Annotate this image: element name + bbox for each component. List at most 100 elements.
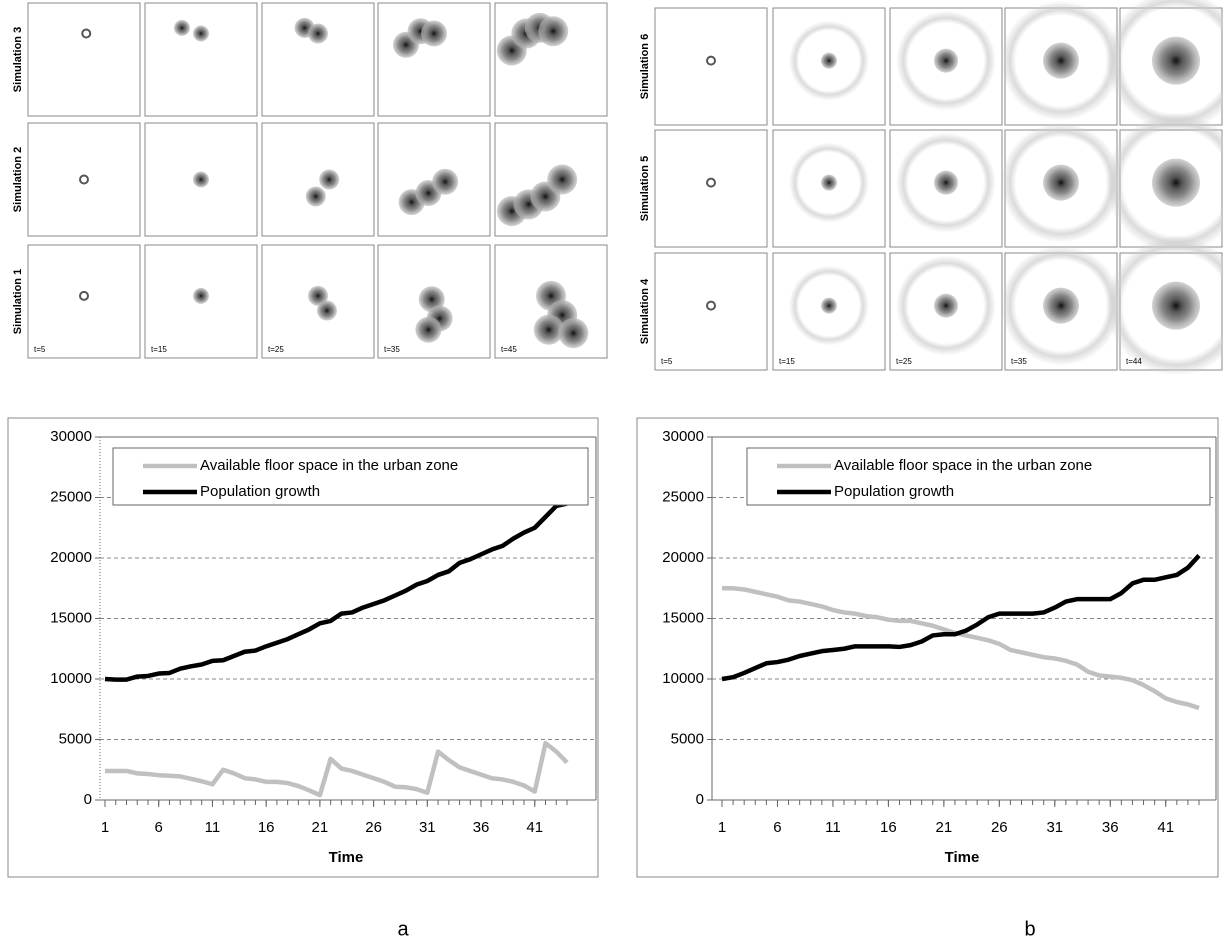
row-label: Simulation 6: [639, 34, 651, 99]
y-tick-label: 15000: [50, 609, 92, 626]
y-tick-label: 10000: [662, 670, 704, 687]
row-label: Simulation 1: [12, 269, 24, 334]
simulation-frame: [27, 2, 141, 117]
x-tick-label: 6: [773, 819, 781, 836]
urban-blob: [421, 20, 447, 47]
urban-blob: [193, 287, 209, 304]
urban-blob: [193, 25, 209, 42]
urban-blob: [316, 300, 337, 321]
urban-blob: [558, 318, 589, 349]
time-label: t=5: [661, 357, 673, 366]
y-tick-label: 25000: [662, 488, 704, 505]
y-tick-label: 5000: [59, 730, 92, 747]
simulation-frame: [654, 7, 768, 126]
y-tick-label: 5000: [671, 730, 704, 747]
y-tick-label: 20000: [662, 549, 704, 566]
urban-blob: [821, 174, 837, 191]
row-label: Simulation 3: [12, 27, 24, 92]
legend-label: Available floor space in the urban zone: [834, 457, 1092, 474]
data-line: [104, 501, 568, 682]
urban-blob: [319, 169, 340, 190]
urban-blob: [308, 285, 328, 306]
legend-box: [746, 447, 1211, 506]
simulation-frame: [654, 252, 768, 371]
urban-blob: [1043, 164, 1079, 201]
urban-blob: [1152, 281, 1200, 330]
time-label: t=45: [501, 345, 517, 354]
urban-blob: [538, 16, 569, 47]
simulation-frame: [261, 2, 375, 117]
time-label: t=35: [1011, 357, 1027, 366]
time-label: t=44: [1126, 357, 1142, 366]
urban-blob: [821, 297, 837, 314]
time-label: t=25: [896, 357, 912, 366]
urban-blob: [821, 52, 837, 69]
seed: [79, 290, 89, 301]
x-axis-title: Time: [945, 849, 980, 866]
row-label: Simulation 2: [12, 147, 24, 212]
simulation-frame: [261, 122, 375, 237]
simulation-frame: [377, 2, 491, 117]
x-tick-label: 36: [473, 819, 490, 836]
x-tick-label: 6: [155, 819, 163, 836]
row-label: Simulation 5: [639, 156, 651, 221]
seed: [706, 55, 716, 66]
simulation-frame: [27, 122, 141, 237]
urban-blob: [308, 23, 328, 44]
x-tick-label: 11: [825, 819, 841, 836]
y-tick-label: 0: [696, 791, 704, 808]
x-tick-label: 31: [419, 819, 436, 836]
x-tick-label: 41: [1157, 819, 1174, 836]
panel-caption: a: [397, 918, 409, 940]
simulation-frame: [144, 2, 258, 117]
seed: [81, 28, 92, 39]
x-tick-label: 16: [258, 819, 275, 836]
urban-blob: [934, 170, 958, 195]
simulation-frame: [654, 129, 768, 248]
data-line: [721, 554, 1201, 682]
time-label: t=5: [34, 345, 46, 354]
time-label: t=35: [384, 345, 400, 354]
x-tick-label: 36: [1102, 819, 1119, 836]
legend-label: Available floor space in the urban zone: [200, 457, 458, 474]
urban-blob: [193, 171, 209, 188]
panel-caption: b: [1024, 918, 1035, 940]
seed: [706, 300, 716, 311]
x-axis-title: Time: [329, 849, 364, 866]
y-tick-label: 0: [84, 791, 92, 808]
urban-blob: [1043, 42, 1079, 79]
seed: [79, 174, 89, 185]
urban-blob: [934, 293, 958, 318]
urban-blob: [533, 314, 564, 345]
x-tick-label: 26: [991, 819, 1008, 836]
y-tick-label: 15000: [662, 609, 704, 626]
y-tick-label: 20000: [50, 549, 92, 566]
y-tick-label: 25000: [50, 488, 92, 505]
x-tick-label: 1: [101, 819, 109, 836]
simulation-frame: [27, 244, 141, 359]
urban-blob: [547, 164, 578, 195]
row-label: Simulation 4: [639, 278, 651, 344]
seed: [706, 177, 716, 188]
time-label: t=25: [268, 345, 284, 354]
x-tick-label: 21: [936, 819, 953, 836]
y-tick-label: 10000: [50, 670, 92, 687]
legend-label: Population growth: [200, 483, 320, 500]
urban-blob: [1043, 287, 1079, 324]
time-label: t=15: [779, 357, 795, 366]
x-tick-label: 1: [718, 819, 726, 836]
urban-blob: [1152, 158, 1200, 207]
x-tick-label: 31: [1046, 819, 1063, 836]
urban-blob: [1152, 36, 1200, 85]
legend-label: Population growth: [834, 483, 954, 500]
x-tick-label: 16: [880, 819, 897, 836]
x-tick-label: 21: [312, 819, 329, 836]
urban-blob: [415, 316, 442, 343]
urban-blob: [934, 48, 958, 73]
urban-blob: [173, 19, 190, 36]
legend-box: [112, 447, 589, 506]
time-label: t=15: [151, 345, 167, 354]
x-tick-label: 26: [365, 819, 382, 836]
y-tick-label: 30000: [50, 428, 92, 445]
